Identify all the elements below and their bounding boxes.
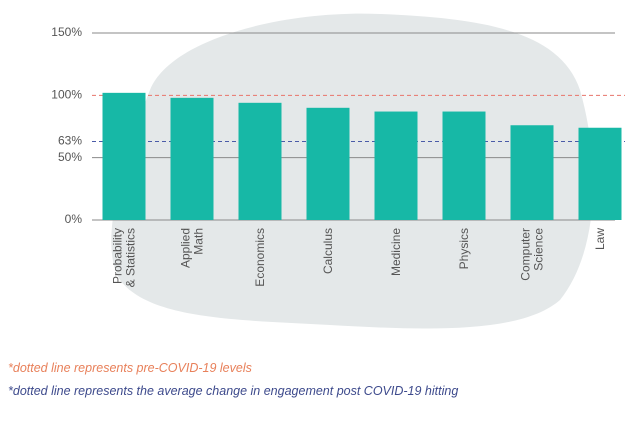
- y-tick-label: 63%: [58, 134, 82, 148]
- bar: [238, 102, 282, 220]
- x-tick-label: Calculus: [321, 228, 335, 274]
- bar: [442, 111, 486, 220]
- x-tick-label: Medicine: [389, 228, 403, 276]
- background-blob: [111, 13, 594, 329]
- y-tick-label: 50%: [58, 150, 82, 164]
- x-tick-label: AppliedMath: [179, 228, 206, 268]
- x-tick-label: Law: [593, 228, 607, 250]
- x-tick-label: ComputerScience: [519, 228, 546, 281]
- x-tick-label: Probability& Statistics: [111, 228, 138, 287]
- bar: [102, 92, 146, 220]
- y-tick-label: 100%: [51, 88, 82, 102]
- x-tick-label: Economics: [253, 228, 267, 287]
- bar: [170, 97, 214, 220]
- footnote: *dotted line represents pre-COVID-19 lev…: [8, 361, 252, 375]
- y-tick-label: 150%: [51, 25, 82, 39]
- bar: [510, 125, 554, 220]
- bar: [374, 111, 418, 220]
- y-tick-label: 0%: [65, 212, 83, 226]
- bar: [578, 127, 622, 220]
- x-tick-label: Physics: [457, 228, 471, 269]
- bar: [306, 107, 350, 220]
- footnote: *dotted line represents the average chan…: [8, 384, 458, 398]
